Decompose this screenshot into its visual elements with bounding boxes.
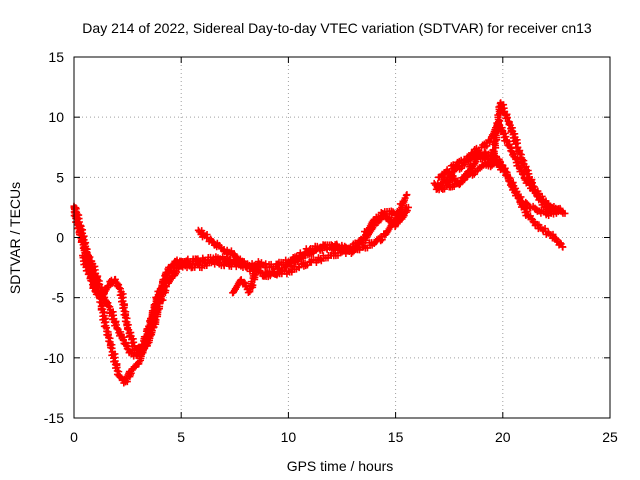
axis-ticks: 0 5 10 15 20 25 -15 -10 -5 0 5 10 15 [44, 49, 618, 445]
x-tick-label: 20 [495, 429, 511, 445]
series-marker [134, 344, 142, 352]
series-marker [556, 239, 564, 247]
series-marker [529, 182, 537, 190]
x-tick-label: 15 [388, 429, 404, 445]
x-axis-label: GPS time / hours [287, 458, 394, 474]
data-points [70, 99, 569, 387]
series-marker [389, 208, 397, 216]
series-marker [496, 117, 504, 125]
series-marker [529, 218, 537, 226]
x-tick-label: 5 [177, 429, 185, 445]
chart-title: Day 214 of 2022, Sidereal Day-to-day VTE… [82, 20, 592, 36]
series-marker [123, 378, 131, 386]
series-marker [164, 270, 172, 278]
series-marker [76, 231, 83, 239]
series-marker [478, 163, 486, 171]
y-tick-label: -5 [52, 290, 65, 306]
series-marker [505, 120, 513, 128]
series-marker [115, 284, 123, 292]
series-marker [123, 345, 131, 353]
series-marker [152, 316, 160, 324]
series-marker [249, 281, 257, 289]
series-marker [492, 127, 500, 135]
series-marker [105, 302, 113, 310]
series-marker [534, 189, 542, 197]
series-marker [517, 193, 525, 201]
series-marker [299, 254, 307, 262]
series-marker [403, 191, 411, 199]
series-marker [507, 126, 515, 134]
series-marker [498, 163, 506, 171]
series-marker [244, 261, 252, 269]
series-marker [154, 306, 162, 314]
series-marker [75, 220, 83, 228]
series-marker [89, 283, 97, 291]
series-marker [78, 237, 86, 245]
series-marker [175, 265, 183, 273]
series-marker [519, 159, 527, 167]
x-tick-label: 0 [70, 429, 78, 445]
series-marker [241, 281, 249, 289]
series-marker [232, 253, 240, 261]
series-marker [394, 217, 402, 225]
series-marker [130, 338, 138, 346]
y-tick-label: 15 [48, 49, 64, 65]
series-marker [251, 271, 259, 279]
series-marker [123, 325, 131, 333]
y-tick-label: -15 [44, 410, 64, 426]
series-marker [558, 243, 566, 251]
series-marker [116, 372, 124, 380]
y-tick-label: 5 [56, 169, 64, 185]
x-tick-label: 10 [281, 429, 297, 445]
series-marker [402, 203, 410, 211]
series-marker [491, 137, 499, 145]
series-marker [203, 234, 211, 242]
series-marker [159, 296, 167, 304]
series-marker [500, 167, 508, 175]
series-marker [504, 117, 512, 125]
y-tick-label: 0 [56, 230, 64, 246]
series-marker [490, 147, 498, 155]
series-marker [403, 207, 411, 215]
series-marker [523, 200, 531, 208]
series-marker [483, 152, 491, 160]
series-marker [510, 153, 518, 161]
series-marker [544, 228, 552, 236]
series-marker [126, 331, 134, 339]
series-marker [113, 325, 121, 333]
x-tick-label: 25 [602, 429, 618, 445]
series-marker [465, 157, 473, 165]
series-marker [96, 298, 104, 306]
series-marker [493, 159, 501, 167]
series-marker [127, 369, 135, 377]
y-tick-label: -10 [44, 350, 64, 366]
series-marker [87, 277, 95, 285]
series-marker [97, 304, 105, 312]
grid [74, 57, 610, 418]
y-tick-label: 10 [48, 109, 64, 125]
series-marker [552, 208, 560, 216]
y-axis-label: SDTVAR / TECUs [7, 182, 23, 294]
series-marker [208, 238, 216, 246]
series-marker [556, 204, 564, 212]
series-marker [508, 183, 516, 191]
series-marker [116, 330, 124, 338]
series-marker [107, 344, 115, 352]
